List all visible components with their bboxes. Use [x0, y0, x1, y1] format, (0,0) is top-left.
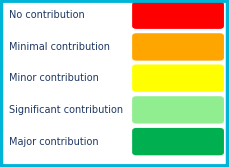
FancyBboxPatch shape: [132, 2, 224, 29]
Text: Major contribution: Major contribution: [9, 137, 99, 147]
Text: Minor contribution: Minor contribution: [9, 73, 99, 83]
Text: Significant contribution: Significant contribution: [9, 105, 123, 115]
FancyBboxPatch shape: [132, 96, 224, 124]
FancyBboxPatch shape: [132, 64, 224, 92]
FancyBboxPatch shape: [132, 128, 224, 155]
Text: No contribution: No contribution: [9, 10, 85, 20]
Text: Minimal contribution: Minimal contribution: [9, 42, 110, 52]
FancyBboxPatch shape: [132, 33, 224, 61]
